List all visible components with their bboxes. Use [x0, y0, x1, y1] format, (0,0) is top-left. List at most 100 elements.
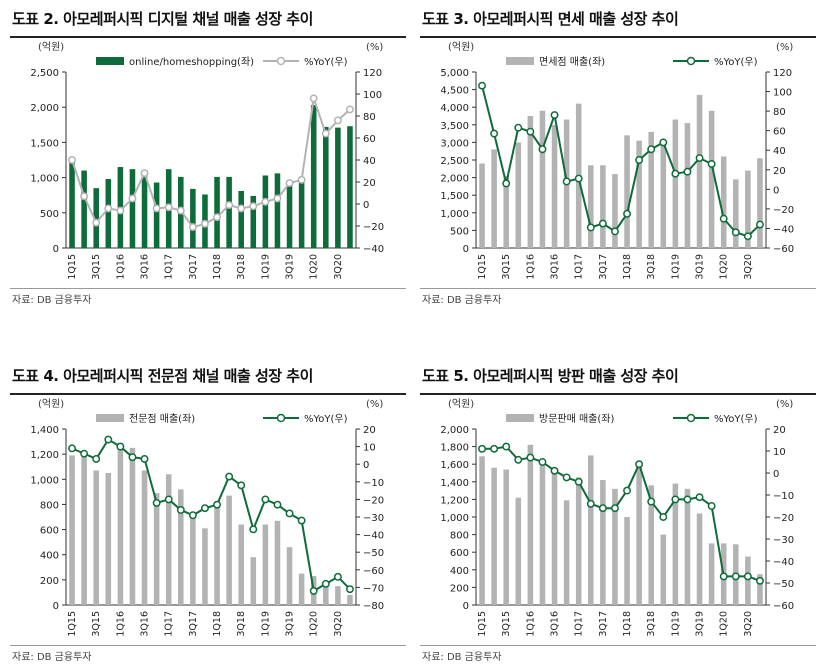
x-tick-label: 3Q18 — [236, 254, 247, 280]
x-tick-label: 3Q19 — [695, 254, 706, 280]
yoy-point — [164, 495, 173, 504]
yoy-point — [261, 197, 270, 206]
bar — [262, 524, 269, 605]
bar — [105, 473, 112, 605]
bar — [636, 140, 642, 248]
left-tick-label: 1,200 — [440, 495, 469, 506]
yoy-line — [482, 445, 761, 582]
chart-specialty-sales: (억원) (%)전문점 매출(좌) %YoY(우)02004006008001,00… — [30, 398, 384, 637]
bar — [648, 485, 654, 605]
yoy-point — [346, 585, 354, 594]
yoy-point — [225, 201, 234, 210]
left-tick-label: 800 — [40, 500, 59, 511]
legend-bar-swatch — [506, 414, 534, 422]
left-tick-label: 1,800 — [440, 443, 469, 454]
x-tick-label: 1Q20 — [309, 254, 320, 280]
legend-line-marker — [686, 413, 696, 423]
right-tick-label: −10 — [773, 491, 794, 502]
bar — [226, 176, 232, 248]
right-tick-label: 80 — [773, 107, 786, 118]
yoy-point — [249, 525, 258, 534]
bar — [660, 534, 667, 605]
yoy-point — [683, 167, 692, 176]
yoy-point — [309, 94, 318, 103]
source-divider — [10, 288, 406, 289]
title-divider — [10, 393, 406, 395]
yoy-point — [249, 202, 258, 211]
yoy-point — [743, 232, 752, 241]
yoy-point — [611, 227, 619, 236]
legend-line-marker — [276, 413, 286, 423]
left-tick-label: 0 — [53, 601, 59, 612]
bar — [672, 119, 679, 249]
x-tick-label: 1Q19 — [260, 254, 271, 280]
x-tick-label: 1Q16 — [525, 611, 536, 637]
left-tick-label: 0 — [463, 244, 469, 255]
bar — [153, 493, 160, 605]
right-tick-label: 0 — [363, 200, 369, 211]
left-tick-label: 1,400 — [30, 425, 59, 436]
source-note: 자료: DB 금융투자 — [422, 652, 502, 663]
bar — [757, 574, 763, 605]
left-axis-unit: (억원) — [38, 398, 64, 410]
chart-title: 도표 4. 아모레퍼시픽 전문점 채널 매출 성장 추이 — [12, 367, 313, 385]
bar — [696, 513, 703, 605]
bar — [69, 455, 75, 605]
yoy-point — [490, 444, 499, 453]
bar — [696, 94, 703, 248]
yoy-point — [562, 177, 571, 186]
bar — [539, 110, 546, 248]
left-tick-label: 500 — [40, 209, 59, 220]
bar — [684, 488, 691, 605]
left-tick-label: 1,500 — [440, 191, 469, 202]
bar — [636, 466, 642, 605]
yoy-point — [695, 493, 704, 502]
left-tick-label: 200 — [40, 576, 59, 587]
yoy-point — [490, 129, 499, 138]
yoy-point — [671, 495, 680, 504]
yoy-point — [586, 499, 595, 508]
bar — [190, 188, 196, 248]
yoy-point — [104, 204, 113, 213]
yoy-point — [201, 219, 209, 228]
yoy-point — [176, 206, 185, 215]
yoy-point — [623, 209, 631, 218]
legend: 면세점 매출(좌) %YoY(우) — [506, 56, 758, 68]
yoy-point — [273, 194, 282, 203]
left-tick-label: 1,000 — [30, 475, 59, 486]
right-axis-unit: (%) — [366, 42, 383, 53]
yoy-point — [683, 495, 692, 504]
x-tick-label: 3Q15 — [91, 254, 102, 280]
x-tick-label: 3Q16 — [550, 611, 561, 637]
x-tick-label: 3Q19 — [285, 254, 296, 280]
yoy-point — [237, 204, 246, 213]
bar — [503, 469, 509, 605]
yoy-point — [116, 442, 125, 451]
yoy-point — [623, 486, 631, 495]
yoy-point — [538, 145, 547, 154]
yoy-point — [68, 156, 76, 164]
right-axis-unit: (%) — [776, 399, 793, 410]
bar — [141, 470, 148, 605]
bar — [298, 182, 305, 248]
x-tick-label: 1Q15 — [67, 254, 78, 280]
left-tick-label: 2,500 — [30, 68, 59, 79]
x-tick-label: 1Q19 — [260, 611, 271, 637]
bar — [153, 182, 160, 248]
left-tick-label: 1,000 — [440, 209, 469, 220]
x-tick-label: 1Q16 — [525, 254, 536, 280]
legend-line-label: %YoY(우) — [714, 56, 758, 68]
left-axis-unit: (억원) — [38, 41, 64, 53]
right-tick-label: 100 — [773, 88, 792, 99]
legend: 방문판매 매출(좌) %YoY(우) — [506, 413, 758, 425]
bar — [214, 176, 220, 248]
yoy-point — [526, 453, 535, 462]
yoy-point — [671, 169, 680, 178]
bar — [93, 470, 99, 605]
yoy-point — [611, 504, 619, 513]
yoy-line — [71, 438, 351, 593]
right-tick-label: 60 — [773, 127, 786, 138]
chart-title: 도표 5. 아모레퍼시픽 방판 매출 성장 추이 — [422, 367, 679, 385]
legend-line-label: %YoY(우) — [714, 413, 758, 425]
right-tick-label: 20 — [773, 425, 786, 436]
